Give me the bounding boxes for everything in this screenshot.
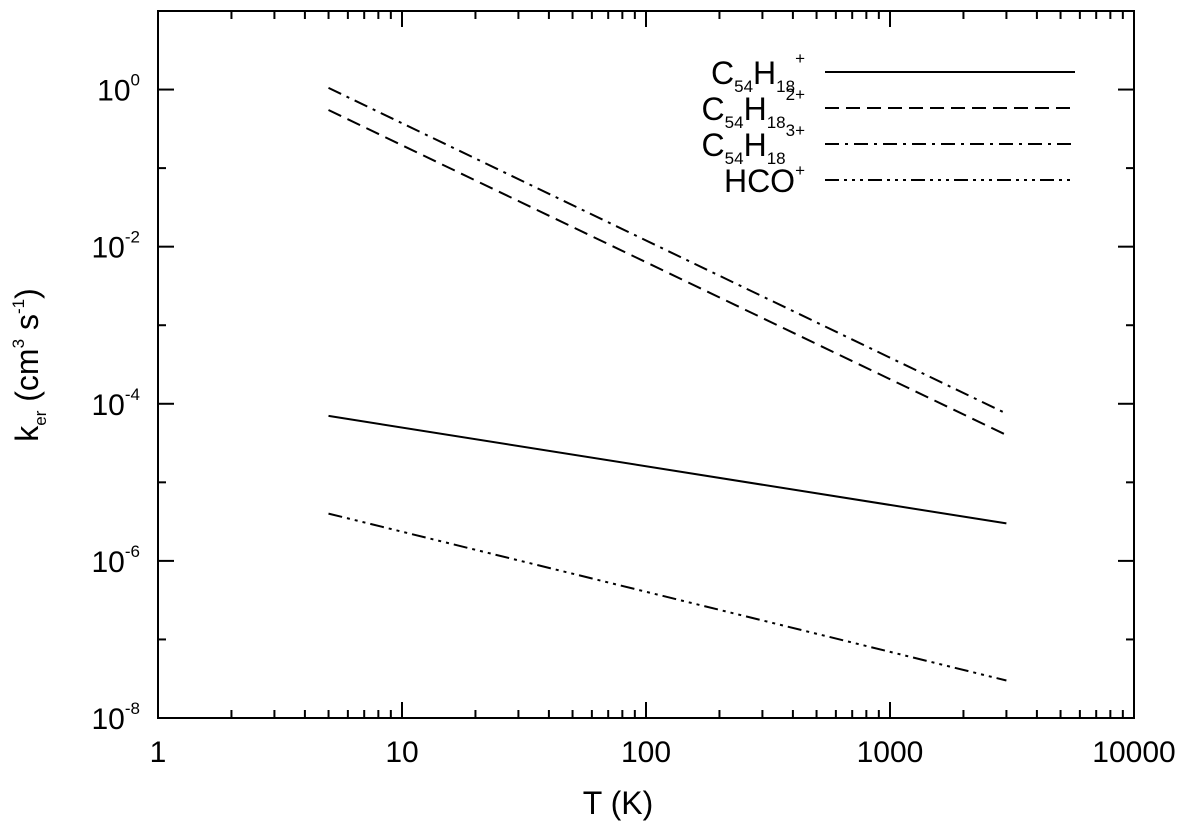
legend-item-4: HCO+	[724, 161, 1075, 199]
legend-label: C54H182+	[702, 85, 806, 132]
x-tick-label: 1	[150, 736, 167, 769]
y-axis-tick-labels: 100 10-2 10-4 10-6 10-8	[92, 71, 141, 736]
y-tick-label: 10-4	[92, 385, 141, 422]
plot-frame	[157, 10, 1135, 719]
y-tick-label: 10-6	[92, 542, 141, 579]
y-tick-label: 100	[97, 71, 140, 108]
legend-item-2: C54H182+	[702, 85, 1075, 132]
legend-label: C54H183+	[702, 121, 806, 168]
x-axis-tick-labels: 1 10 100 1000 10000	[150, 736, 1176, 769]
x-tick-label: 100	[621, 736, 671, 769]
legend-item-3: C54H183+	[702, 121, 1075, 168]
legend-item-1: C54H18+	[711, 49, 1075, 96]
series-line-4	[328, 512, 1007, 682]
y-axis-title: ker (cm3 s-1)	[9, 288, 50, 441]
x-tick-label: 1000	[857, 736, 924, 769]
y-axis-ticks	[158, 10, 1134, 719]
x-tick-label: 10	[385, 736, 418, 769]
y-tick-label: 10-2	[92, 228, 141, 265]
series-lines	[328, 86, 1007, 682]
legend: C54H18+C54H182+C54H183+HCO+	[702, 49, 1075, 199]
legend-label: C54H18+	[711, 49, 805, 96]
y-tick-label: 10-8	[92, 699, 141, 736]
x-axis-ticks	[157, 11, 1124, 718]
series-line-1	[328, 414, 1007, 525]
legend-label: HCO+	[724, 161, 805, 199]
series-line-2	[328, 109, 1007, 436]
x-axis-title: T (K)	[583, 785, 654, 821]
x-tick-label: 10000	[1092, 736, 1175, 769]
series-line-3	[328, 86, 1007, 415]
